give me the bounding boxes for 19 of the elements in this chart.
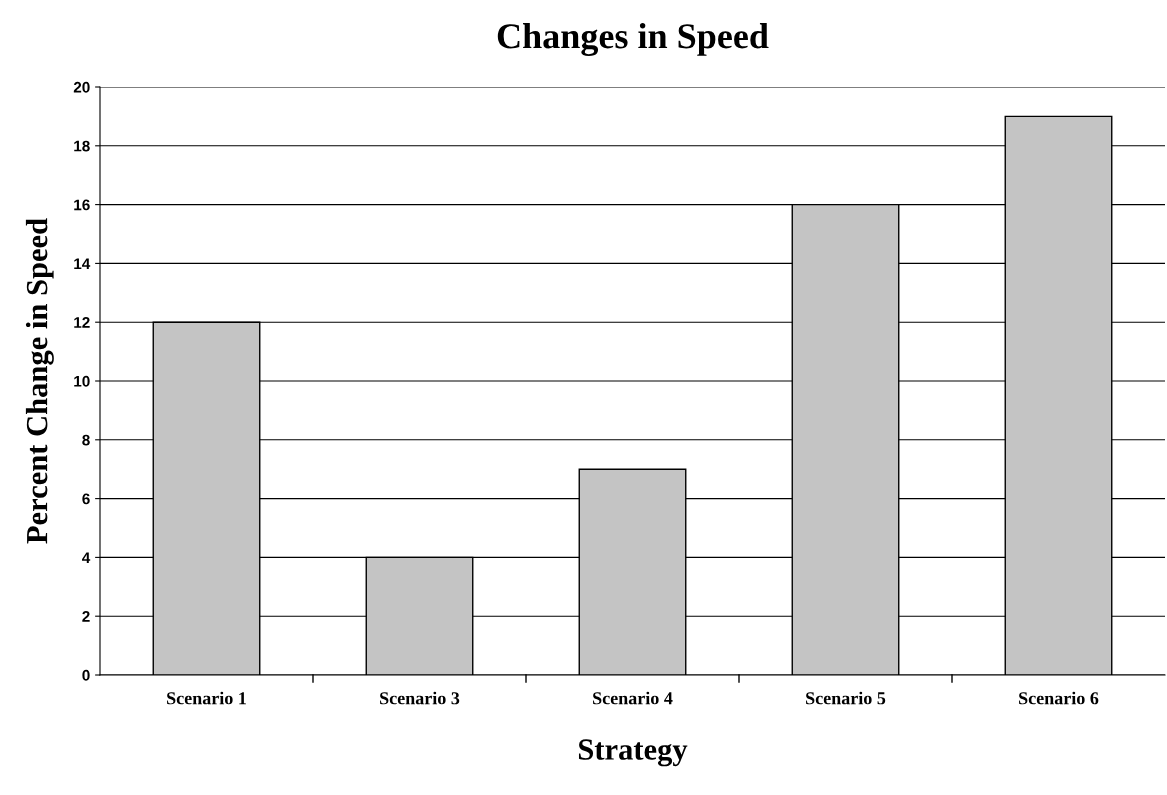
y-tick-label: 16	[74, 199, 90, 211]
x-axis-title: Strategy	[578, 739, 688, 767]
x-tick-label: Scenario 1	[167, 691, 246, 705]
y-tick-label: 4	[82, 552, 91, 563]
y-tick-label: 18	[74, 140, 90, 152]
x-tick-label: Scenario 4	[593, 691, 673, 705]
y-tick-label: 6	[82, 493, 90, 505]
x-tick-label: Scenario 3	[380, 691, 460, 705]
y-tick-label: 10	[74, 375, 90, 387]
y-axis-title: Percent Change in Speed	[25, 218, 54, 544]
y-tick-label: 12	[74, 317, 90, 328]
y-tick-label: 14	[74, 258, 91, 269]
x-tick-label: Scenario 6	[1019, 691, 1099, 705]
y-tick-label: 20	[73, 81, 90, 93]
x-tick-label: Scenario 5	[806, 691, 886, 705]
y-tick-label: 0	[82, 669, 90, 681]
chart-title: Changes in Speed	[497, 23, 769, 57]
y-tick-label: 8	[82, 434, 90, 446]
y-tick-label: 2	[82, 611, 90, 622]
